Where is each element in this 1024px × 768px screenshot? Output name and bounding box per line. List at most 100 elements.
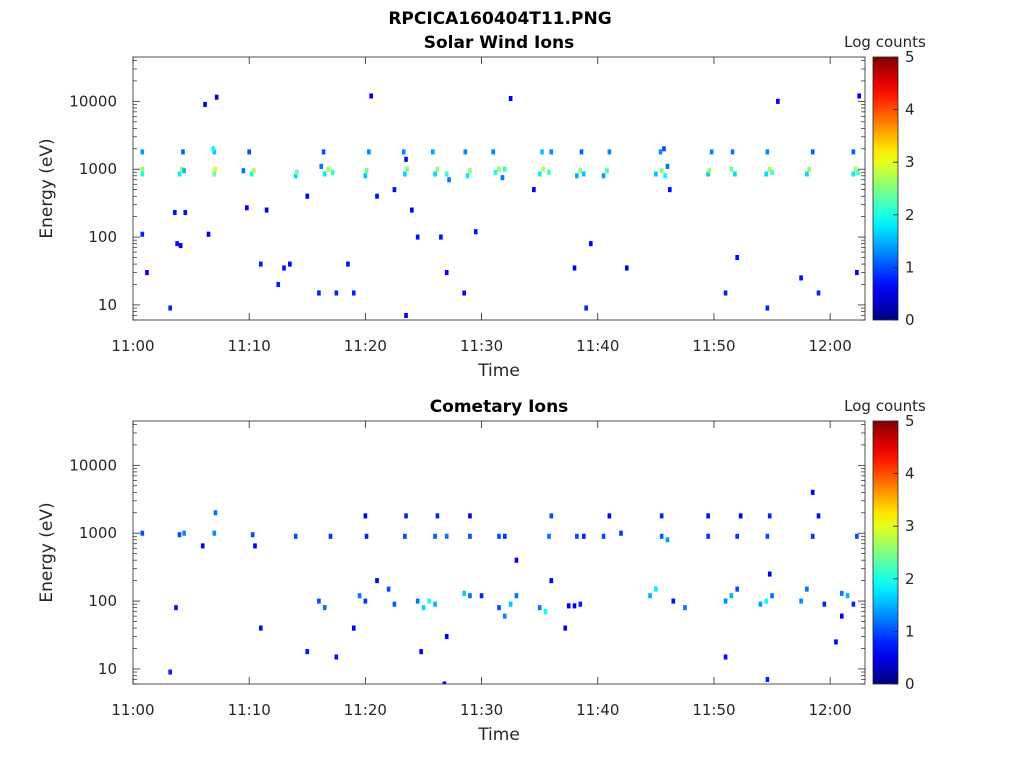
p1-cell-65: [659, 533, 664, 539]
p1-cell-20: [363, 513, 368, 519]
p0-cell-1: [140, 166, 145, 172]
p0-cell-69: [497, 166, 501, 172]
p0-cells: [140, 93, 862, 318]
p1-cell-46: [514, 557, 519, 563]
p0-cell-15: [213, 166, 218, 172]
p0-cell-21: [241, 168, 246, 174]
p0-cell-77: [540, 149, 544, 155]
p0-cell-10: [182, 168, 186, 174]
p1-cell-61: [607, 513, 612, 519]
p1-cell-89: [816, 513, 821, 519]
p0-cell-28: [276, 281, 281, 288]
p0-xtick-label-1: 11:10: [228, 337, 271, 355]
p1-cell-47: [497, 533, 501, 539]
p0-cell-47: [375, 193, 379, 199]
p1-cell-59: [582, 533, 586, 539]
p0-cell-121: [857, 93, 862, 99]
p1-cell-7: [213, 510, 218, 516]
p1-cell-87: [810, 533, 815, 539]
p1-cell-8: [250, 532, 255, 538]
p1-cell-15: [328, 533, 333, 539]
p1-cell-85: [799, 598, 803, 604]
p1-cell-93: [845, 593, 850, 599]
p0-plot-area: [133, 57, 865, 320]
p0-cell-25: [258, 261, 263, 267]
p0-ylabel: Energy (eV): [37, 138, 57, 238]
p1-cell-38: [468, 593, 472, 599]
p0-cell-75: [541, 166, 545, 172]
p1-cell-35: [444, 634, 449, 640]
p1-cbar-tick-label-1: 1: [905, 622, 915, 640]
p1-ytick-label-2: 1000: [79, 524, 117, 542]
p1-xtick-label-4: 11:40: [576, 701, 619, 719]
p1-cell-68: [671, 598, 676, 604]
p1-cell-36: [442, 681, 447, 684]
p1-cbar-tick-label-3: 3: [905, 517, 915, 535]
p1-cell-40: [468, 513, 472, 519]
p1-cbar-tick-label-5: 5: [905, 412, 915, 430]
p0-cell-67: [473, 229, 478, 235]
p0-cell-33: [305, 193, 310, 199]
p1-cell-17: [357, 593, 362, 599]
p0-cell-106: [764, 171, 769, 177]
p1-cell-53: [549, 578, 554, 584]
p0-cell-72: [502, 166, 507, 172]
p0-cell-26: [245, 205, 249, 211]
p0-cell-63: [462, 290, 466, 296]
p0-cell-17: [211, 146, 215, 152]
p0-cell-86: [572, 265, 577, 271]
p0-cbar-tick-label-1: 1: [905, 258, 915, 276]
p0-cell-9: [179, 166, 184, 172]
p1-cell-96: [839, 613, 844, 619]
p0-cell-112: [799, 275, 803, 281]
p1-cell-79: [764, 598, 769, 604]
p0-cell-90: [624, 265, 629, 271]
p0-cell-82: [582, 171, 586, 177]
p1-cell-32: [433, 533, 437, 539]
p1-cell-18: [363, 598, 368, 604]
p1-ytick-label-0: 10: [98, 660, 117, 678]
p1-cbar-label: Log counts: [844, 397, 926, 415]
p0-cell-101: [729, 166, 734, 172]
p0-cell-85: [588, 241, 593, 247]
p0-cell-89: [607, 149, 612, 155]
p0-cell-7: [175, 241, 179, 247]
p1-ylabel: Energy (eV): [37, 502, 57, 602]
p0-cell-36: [331, 169, 335, 175]
p0-cell-96: [665, 163, 670, 169]
p0-cell-16: [212, 149, 217, 155]
p0-cell-55: [410, 207, 414, 213]
p0-cell-23: [252, 168, 256, 174]
p1-cell-43: [502, 613, 507, 619]
p0-colorbar: [872, 56, 899, 321]
p1-cell-49: [537, 605, 542, 611]
p0-cell-93: [663, 173, 667, 179]
p1-cell-55: [572, 603, 577, 609]
p0-xtick-label-2: 11:20: [344, 337, 387, 355]
p1-cell-34: [444, 533, 449, 539]
p0-cbar-tick-label-4: 4: [905, 101, 915, 119]
p1-cell-73: [729, 593, 734, 599]
p0-cell-94: [658, 149, 663, 155]
p0-cell-83: [579, 149, 584, 155]
p0-cell-110: [765, 305, 770, 311]
p0-cell-61: [439, 234, 443, 240]
p0-cell-14: [212, 171, 217, 177]
p0-cell-98: [706, 171, 710, 177]
p0-cell-41: [351, 290, 356, 296]
p0-ytick-label-3: 10000: [69, 92, 117, 110]
p1-cell-4: [182, 530, 186, 536]
p1-axes-frame: [132, 420, 866, 685]
p0-cell-12: [183, 209, 188, 216]
p0-cell-19: [203, 101, 207, 107]
p1-cell-71: [706, 513, 710, 519]
p1-cell-92: [839, 590, 844, 596]
p1-plot-area: [133, 421, 865, 684]
p1-cell-27: [415, 598, 420, 604]
p0-cell-114: [807, 166, 812, 172]
p0-cell-104: [723, 290, 728, 296]
p0-cell-18: [206, 231, 211, 237]
p0-cell-122: [855, 270, 859, 276]
p0-cell-117: [851, 171, 856, 177]
